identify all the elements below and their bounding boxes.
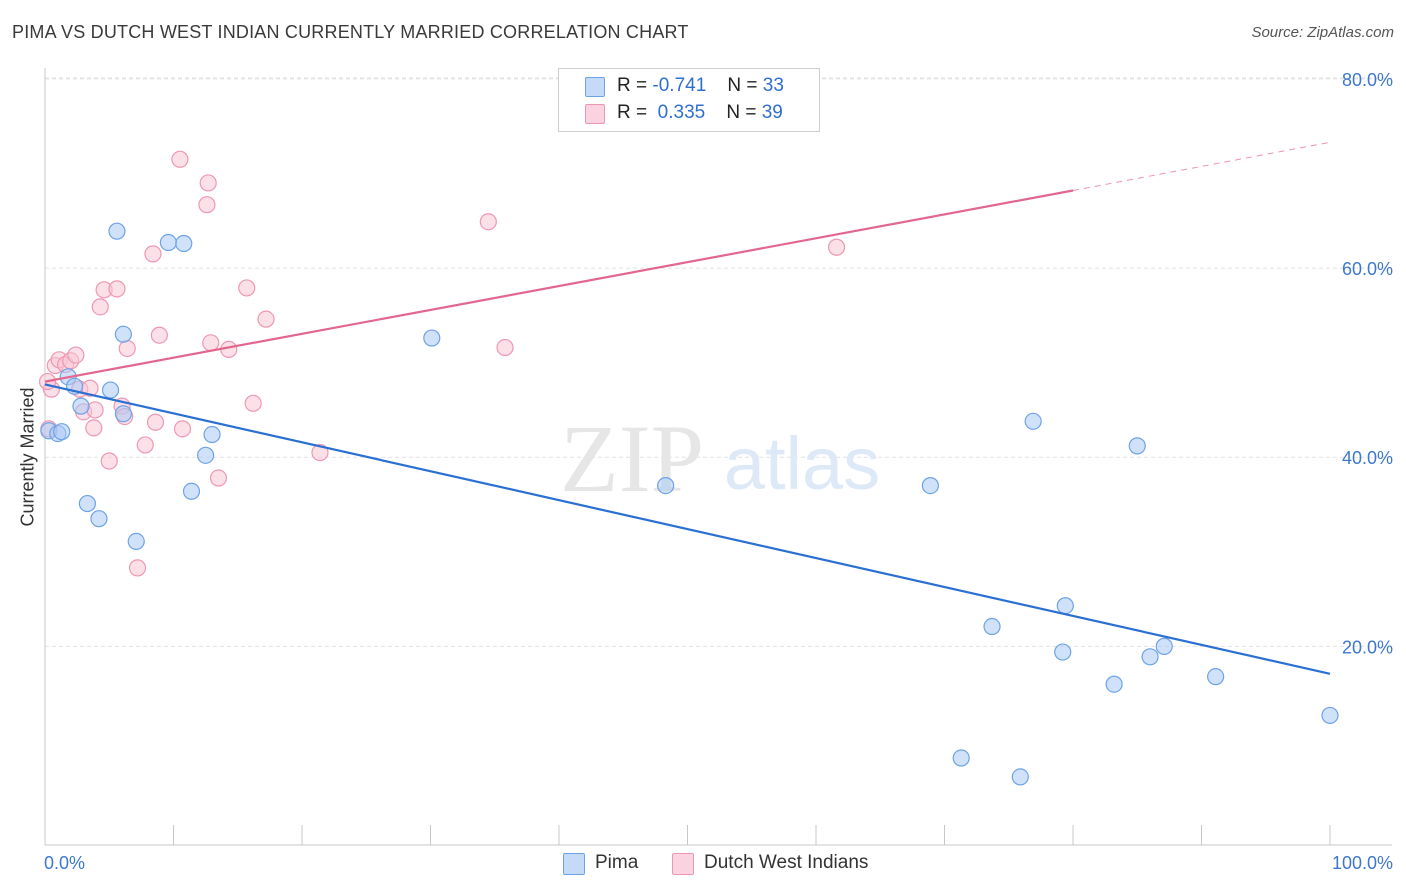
pima-point [1321, 706, 1339, 725]
bottom-legend-swatch-dwi [672, 853, 694, 875]
axes [44, 68, 1392, 846]
dwi-point [144, 245, 162, 263]
bottom-legend-label-pima: Pima [595, 852, 639, 873]
y-tick-label: 60.0% [1342, 259, 1393, 279]
x-tick-label: 0.0% [44, 853, 85, 873]
dwi-point [108, 280, 126, 298]
legend-n-value: 39 [761, 102, 783, 123]
pima-point [203, 425, 221, 444]
dwi-point [118, 339, 136, 358]
correlation-legend: R = -0.741 N = 33 R = 0.335 N = 39 [558, 68, 820, 132]
dwi-point [311, 443, 329, 462]
source-label: Source: ZipAtlas.com [1251, 24, 1394, 41]
dwi-point [86, 401, 104, 419]
dwi-point [209, 469, 228, 487]
dwi-point [257, 310, 275, 328]
dwi-point [202, 334, 220, 352]
pima-point [1128, 437, 1146, 455]
pima-point [101, 381, 120, 399]
legend-swatch-dwi [585, 104, 605, 124]
pima-point [1024, 412, 1042, 430]
legend-r-value: 0.335 [657, 102, 706, 123]
pima-point [983, 617, 1001, 636]
dwi-point [827, 238, 846, 256]
pima-point [952, 749, 970, 767]
gridlines [45, 77, 1392, 647]
pima-point [114, 325, 132, 343]
dwi-point [479, 213, 497, 231]
dwi-trend-line [44, 189, 1074, 383]
dwi-point [198, 196, 216, 214]
pima-point [90, 510, 108, 528]
pima-point [1054, 643, 1072, 661]
bottom-legend-swatch-pima [563, 853, 585, 875]
pima-point [72, 397, 90, 415]
legend-r-label: R = [617, 75, 648, 96]
bottom-legend-label-dwi: Dutch West Indians [704, 852, 869, 873]
chart-title: PIMA VS DUTCH WEST INDIAN CURRENTLY MARR… [12, 22, 689, 42]
pima-point [921, 477, 939, 495]
pima-point [1056, 597, 1074, 615]
series-pima [40, 222, 1339, 786]
watermark-atlas: atlas [724, 422, 880, 505]
legend-r-label: R = [617, 102, 648, 123]
tick-labels: 20.0% 40.0% 60.0% 80.0% 0.0% 100.0% [44, 70, 1393, 873]
legend-n-value: 33 [762, 75, 784, 96]
dwi-point [199, 174, 217, 192]
dwi-point [85, 419, 103, 437]
pima-point [1105, 675, 1123, 693]
dwi-point [238, 279, 256, 297]
dwi-point [136, 436, 154, 454]
dwi-point [244, 394, 262, 412]
pima-point [127, 532, 145, 551]
watermark: ZIP atlas [560, 405, 880, 512]
dwi-point [150, 326, 168, 344]
y-tick-label: 20.0% [1342, 637, 1393, 657]
trend-lines [44, 141, 1331, 675]
pima-point [175, 234, 193, 253]
dwi-point [128, 559, 147, 577]
dwi-trend-extension [1072, 141, 1331, 192]
dwi-point [67, 346, 85, 364]
pima-point [53, 423, 71, 441]
pima-point [1011, 768, 1029, 786]
series-dutch-west-indians [38, 150, 846, 577]
pima-point [114, 405, 132, 423]
x-tick-label: 100.0% [1332, 853, 1393, 873]
pima-point [159, 233, 177, 252]
dwi-point [171, 150, 189, 168]
pima-point [182, 482, 201, 500]
pima-point [423, 329, 441, 347]
pima-point [1141, 648, 1159, 666]
legend-swatch-pima [585, 77, 605, 97]
pima-trend-line [44, 383, 1331, 675]
legend-n-label: N = [727, 75, 758, 96]
pima-point [78, 494, 97, 513]
pima-point [1207, 668, 1225, 686]
watermark-zip: ZIP [560, 405, 704, 512]
dwi-point [496, 338, 514, 357]
y-tick-label: 80.0% [1342, 70, 1393, 90]
dwi-point [91, 298, 109, 316]
legend-r-value: -0.741 [652, 75, 707, 96]
pima-point [1155, 637, 1173, 655]
legend-n-label: N = [726, 102, 757, 123]
y-tick-label: 40.0% [1342, 448, 1393, 468]
dwi-point [100, 452, 118, 470]
pima-point [197, 446, 215, 464]
pima-point [108, 222, 126, 240]
pima-point [657, 477, 675, 495]
dwi-point [146, 413, 165, 431]
dwi-point [173, 420, 192, 438]
